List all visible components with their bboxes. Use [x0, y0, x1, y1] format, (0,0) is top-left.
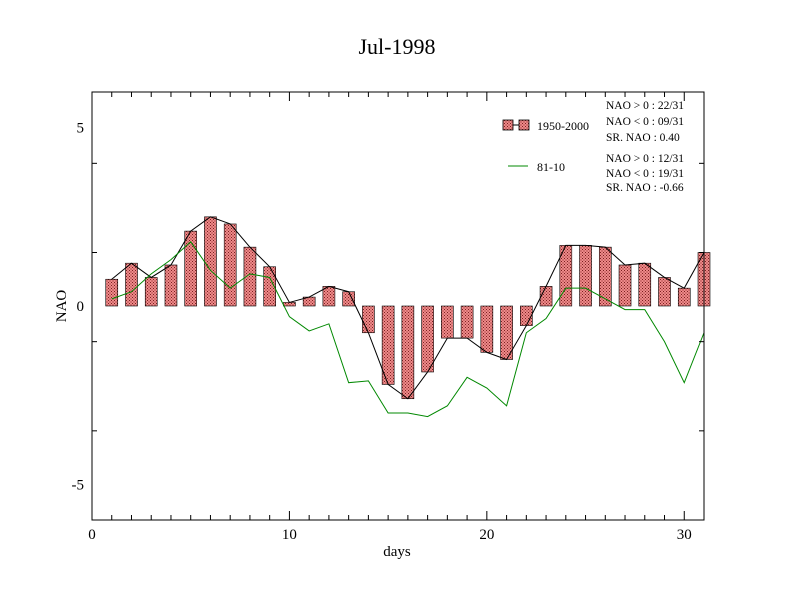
legend-label-1950-2000: 1950-2000: [537, 119, 589, 133]
plot-area: 0 10 20 30 -5 0 5: [72, 91, 711, 543]
bar: [579, 245, 592, 307]
bar: [520, 305, 533, 326]
bar: [618, 264, 632, 307]
y-axis-label: NAO: [54, 290, 70, 323]
bar: [283, 302, 296, 307]
bar: [164, 264, 178, 307]
x-tick-label: 0: [88, 527, 96, 543]
x-tick-label: 30: [677, 527, 692, 543]
bar: [125, 262, 138, 307]
chart-title: Jul-1998: [359, 34, 436, 59]
stat-line: SR. NAO : 0.40: [606, 132, 680, 144]
bar: [322, 286, 336, 307]
y-tick-label: 5: [77, 121, 85, 137]
bar: [480, 305, 494, 353]
bar: [342, 291, 355, 307]
legend-label-81-10: 81-10: [537, 160, 565, 174]
bar: [105, 278, 119, 307]
bar: [441, 305, 454, 339]
stat-line: NAO < 0 : 09/31: [606, 116, 684, 128]
y-tick-label: 0: [77, 299, 85, 315]
bar: [223, 223, 237, 307]
legend: 1950-2000 81-10: [502, 119, 589, 174]
stats-81-10: NAO > 0 : 12/31 NAO < 0 : 19/31 SR. NAO …: [606, 153, 684, 194]
bar: [539, 286, 553, 307]
bar: [460, 305, 474, 339]
stats-1950-2000: NAO > 0 : 22/31 NAO < 0 : 09/31 SR. NAO …: [606, 100, 684, 144]
bar: [658, 277, 671, 307]
stat-line: NAO < 0 : 19/31: [606, 168, 684, 180]
y-tick-label: -5: [72, 477, 85, 493]
bar: [362, 305, 375, 334]
series-line-81-10: [111, 241, 705, 418]
bar-top-line: [111, 216, 705, 400]
stat-line: NAO > 0 : 22/31: [606, 100, 684, 112]
bar: [677, 287, 691, 307]
bar: [401, 305, 415, 400]
x-tick-label: 10: [282, 527, 297, 543]
stat-line: NAO > 0 : 12/31: [606, 153, 684, 165]
stat-line: SR. NAO : -0.66: [606, 182, 684, 194]
x-axis-label: days: [383, 544, 411, 560]
x-tick-label: 20: [479, 527, 494, 543]
bar: [598, 246, 612, 307]
legend-swatch-1950-2000-left: [502, 119, 514, 131]
bar: [204, 216, 217, 307]
bar: [144, 277, 158, 307]
bar: [638, 262, 652, 307]
legend-swatch-1950-2000-right: [518, 119, 530, 131]
plot-frame: [91, 91, 705, 521]
bar: [421, 305, 434, 373]
